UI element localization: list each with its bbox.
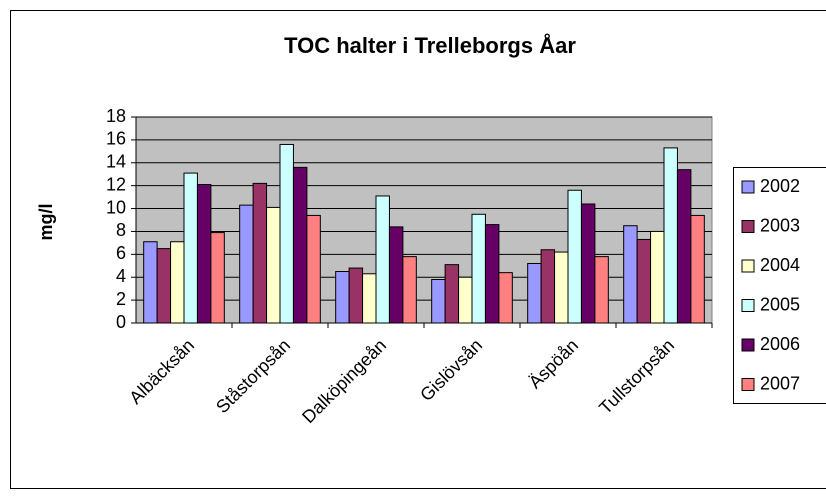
legend-box — [733, 167, 826, 404]
legend-swatch — [741, 338, 755, 352]
y-tick-label: 8 — [116, 220, 126, 240]
bar — [388, 226, 404, 324]
bar — [431, 279, 446, 324]
y-tick-label: 18 — [106, 106, 126, 126]
bar — [170, 241, 185, 324]
bar — [402, 256, 417, 324]
bar — [183, 172, 198, 324]
bar — [252, 182, 268, 324]
chart-title: TOC halter i Trelleborgs Åar — [284, 32, 576, 58]
bar — [375, 195, 390, 324]
bar — [623, 225, 638, 324]
bar — [306, 214, 321, 324]
legend-swatch — [741, 180, 755, 194]
bar — [540, 249, 556, 324]
bar — [458, 276, 473, 324]
bar — [663, 147, 678, 324]
y-tick-label: 12 — [106, 174, 126, 194]
y-tick-label: 14 — [106, 152, 126, 172]
legend-label: 2007 — [760, 373, 800, 393]
bar — [335, 271, 350, 324]
bar — [527, 262, 542, 324]
y-tick-label: 16 — [106, 129, 126, 149]
bar — [239, 204, 254, 324]
bar — [484, 224, 500, 324]
bar — [196, 184, 212, 324]
y-tick-label: 2 — [116, 289, 126, 309]
bar — [690, 214, 705, 324]
bar — [362, 273, 377, 324]
bar — [143, 241, 158, 324]
bar — [444, 264, 460, 324]
y-tick-label: 4 — [116, 266, 126, 286]
bar — [498, 272, 513, 324]
legend-label: 2004 — [760, 255, 800, 275]
bar — [348, 267, 364, 324]
legend-label: 2003 — [760, 215, 800, 235]
bar — [650, 230, 665, 324]
bar — [567, 189, 582, 324]
bar — [636, 238, 652, 324]
legend-swatch — [741, 259, 755, 273]
legend-label: 2002 — [760, 176, 800, 196]
y-tick-label: 6 — [116, 243, 126, 263]
legend-swatch — [741, 299, 755, 312]
legend-swatch — [741, 220, 755, 233]
bar — [279, 143, 294, 324]
bar — [292, 166, 308, 324]
bar — [594, 256, 609, 324]
bar — [210, 232, 225, 324]
y-tick-label: 10 — [106, 197, 126, 217]
bar — [580, 203, 596, 324]
legend-label: 2005 — [760, 294, 800, 314]
bar — [471, 213, 486, 324]
legend-label: 2006 — [760, 334, 800, 354]
bar — [554, 251, 569, 324]
legend-swatch — [741, 378, 755, 391]
bar — [676, 169, 692, 324]
y-tick-label: 0 — [116, 312, 126, 332]
y-axis-label: mg/l — [36, 203, 56, 240]
bar — [156, 248, 172, 324]
bar — [266, 206, 281, 324]
plot-area — [135, 116, 713, 324]
